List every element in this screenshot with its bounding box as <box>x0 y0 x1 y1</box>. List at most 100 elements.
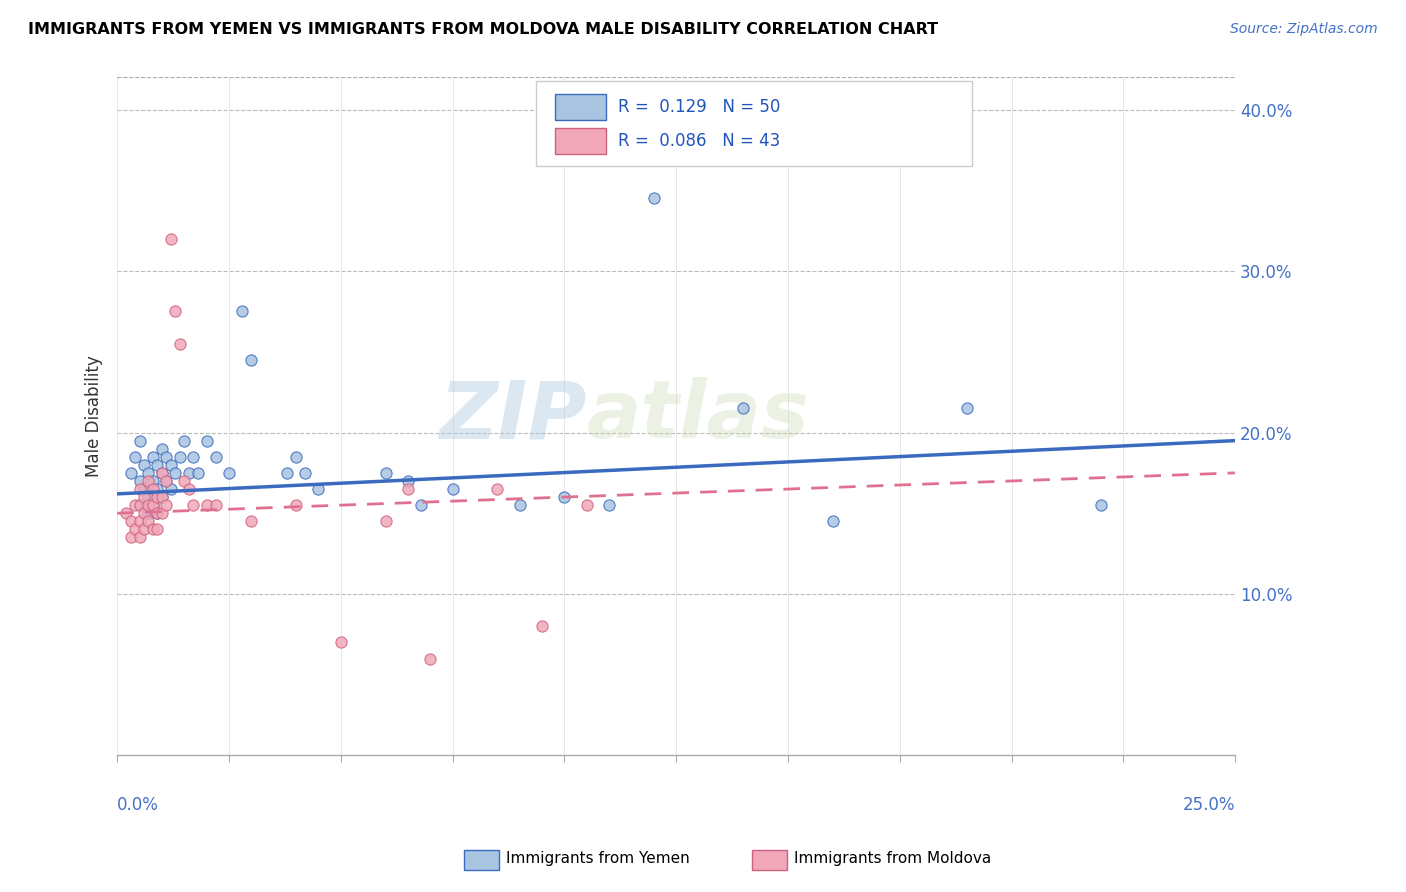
Point <box>132 490 155 504</box>
Point <box>155 498 177 512</box>
Point <box>598 498 620 512</box>
Point <box>643 192 665 206</box>
Text: R =  0.129   N = 50: R = 0.129 N = 50 <box>619 98 780 116</box>
Point <box>374 514 396 528</box>
Point <box>1090 498 1112 512</box>
Point <box>173 474 195 488</box>
Point <box>169 336 191 351</box>
Point <box>146 458 169 472</box>
Point <box>138 498 160 512</box>
Point <box>146 490 169 504</box>
Point <box>150 442 173 456</box>
Point <box>531 619 554 633</box>
Point <box>124 498 146 512</box>
Point <box>733 401 755 416</box>
FancyBboxPatch shape <box>537 81 973 166</box>
Point <box>150 490 173 504</box>
FancyBboxPatch shape <box>555 95 606 120</box>
Point <box>142 498 165 512</box>
Point <box>231 304 253 318</box>
Point <box>142 522 165 536</box>
Point <box>204 450 226 464</box>
Point <box>575 498 598 512</box>
Point <box>132 458 155 472</box>
Point <box>165 466 187 480</box>
Point <box>195 498 218 512</box>
Point <box>150 490 173 504</box>
Point <box>146 482 169 496</box>
Point <box>155 474 177 488</box>
Point <box>150 466 173 480</box>
Point <box>160 482 183 496</box>
Text: R =  0.086   N = 43: R = 0.086 N = 43 <box>619 132 780 150</box>
Point <box>441 482 464 496</box>
Point <box>181 450 204 464</box>
Point <box>419 651 441 665</box>
Point <box>155 450 177 464</box>
Point <box>509 498 531 512</box>
Point <box>374 466 396 480</box>
Point <box>128 482 150 496</box>
Point <box>150 466 173 480</box>
Point <box>146 506 169 520</box>
Point <box>181 498 204 512</box>
Point <box>218 466 240 480</box>
Point <box>146 506 169 520</box>
Point <box>150 506 173 520</box>
Point <box>120 466 142 480</box>
Point <box>396 474 419 488</box>
Point <box>307 482 329 496</box>
Point <box>128 498 150 512</box>
Point <box>142 450 165 464</box>
Point <box>294 466 316 480</box>
Point <box>138 474 160 488</box>
Point <box>177 466 200 480</box>
Text: 0.0%: 0.0% <box>117 796 159 814</box>
Point <box>486 482 509 496</box>
Point <box>142 474 165 488</box>
Point <box>128 498 150 512</box>
Point <box>276 466 298 480</box>
Point <box>128 434 150 448</box>
Point <box>285 498 308 512</box>
Text: atlas: atlas <box>586 377 810 456</box>
Point <box>132 506 155 520</box>
Point <box>187 466 209 480</box>
FancyBboxPatch shape <box>555 128 606 154</box>
Point <box>553 490 575 504</box>
Point <box>169 450 191 464</box>
Point <box>142 498 165 512</box>
Point <box>956 401 979 416</box>
Point <box>177 482 200 496</box>
Text: ZIP: ZIP <box>440 377 586 456</box>
Point <box>411 498 433 512</box>
Point <box>240 514 263 528</box>
Point <box>115 506 138 520</box>
Point <box>396 482 419 496</box>
Point <box>146 522 169 536</box>
Point <box>138 514 160 528</box>
Point <box>124 522 146 536</box>
Point <box>165 304 187 318</box>
Point <box>240 352 263 367</box>
Text: Immigrants from Yemen: Immigrants from Yemen <box>506 851 690 865</box>
Point <box>160 458 183 472</box>
Point <box>138 490 160 504</box>
Point <box>204 498 226 512</box>
Point <box>128 531 150 545</box>
Text: IMMIGRANTS FROM YEMEN VS IMMIGRANTS FROM MOLDOVA MALE DISABILITY CORRELATION CHA: IMMIGRANTS FROM YEMEN VS IMMIGRANTS FROM… <box>28 22 938 37</box>
Point <box>173 434 195 448</box>
Y-axis label: Male Disability: Male Disability <box>86 356 103 477</box>
Text: Source: ZipAtlas.com: Source: ZipAtlas.com <box>1230 22 1378 37</box>
Point <box>138 466 160 480</box>
Point <box>142 482 165 496</box>
Point <box>160 232 183 246</box>
Point <box>132 482 155 496</box>
Point <box>120 514 142 528</box>
Point <box>329 635 352 649</box>
Point <box>120 531 142 545</box>
Text: Immigrants from Moldova: Immigrants from Moldova <box>794 851 991 865</box>
Point <box>128 474 150 488</box>
Text: 25.0%: 25.0% <box>1182 796 1236 814</box>
Point <box>195 434 218 448</box>
